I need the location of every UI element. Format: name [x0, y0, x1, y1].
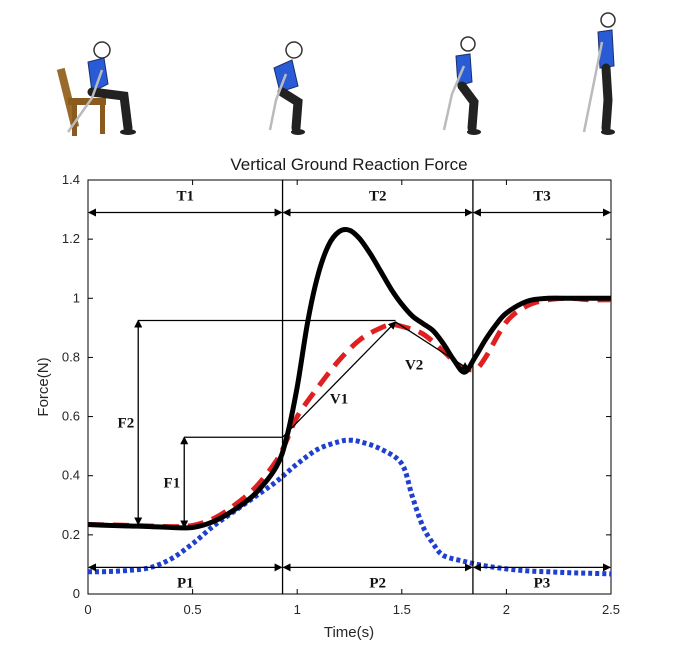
series-solid-line — [87, 227, 611, 531]
phase-top-label: T1 — [177, 189, 195, 205]
y-axis-ticks: 0 0.2 0.4 0.6 0.8 1 1.2 1.4 — [62, 172, 611, 601]
y-tick-label: 0.2 — [62, 527, 80, 542]
series-dotted-line — [87, 437, 612, 577]
y-axis-title: Force(N) — [35, 357, 52, 416]
y-tick-label: 0.6 — [62, 409, 80, 424]
annotation-v2-label: V2 — [405, 358, 423, 374]
chart-title: Vertical Ground Reaction Force — [230, 155, 467, 174]
annotation-v1-arrow — [282, 321, 397, 438]
y-tick-label: 0.4 — [62, 468, 80, 483]
x-tick-label: 1 — [294, 602, 301, 617]
annotation-v1-label: V1 — [330, 392, 348, 408]
y-tick-label: 1 — [73, 290, 80, 305]
x-tick-label: 2 — [503, 602, 510, 617]
plot-frame — [87, 179, 612, 595]
series-layer — [87, 227, 612, 577]
x-axis-title: Time(s) — [324, 624, 374, 641]
y-tick-label: 0.8 — [62, 349, 80, 364]
phase-top-label: T3 — [533, 189, 551, 205]
phase-bottom-label: P3 — [534, 575, 551, 591]
annotation-layer: F1 F2 V1 V2 — [118, 319, 470, 529]
annotation-v2-arrow — [395, 321, 470, 370]
phase-bottom-label: P1 — [177, 575, 194, 591]
x-axis-ticks: 0 0.5 1 1.5 2 2.5 — [84, 180, 620, 617]
x-tick-label: 0.5 — [184, 602, 202, 617]
x-tick-label: 1.5 — [393, 602, 411, 617]
phase-top-label: T2 — [369, 189, 387, 205]
phase-layer: T1 T2 T3 P1 P2 P3 — [88, 180, 611, 594]
annotation-f2-label: F2 — [118, 415, 135, 431]
series-dashed-line — [87, 295, 612, 530]
x-tick-label: 0 — [84, 602, 91, 617]
annotation-f1-label: F1 — [164, 475, 181, 491]
person-leaning-forward-icon — [268, 41, 305, 135]
x-tick-label: 2.5 — [602, 602, 620, 617]
person-rising-icon — [442, 36, 481, 135]
person-standing-icon — [582, 12, 616, 135]
phase-bottom-label: P2 — [369, 575, 386, 591]
person-sitting-on-chair-icon — [56, 41, 136, 136]
y-tick-label: 1.2 — [62, 231, 80, 246]
y-tick-label: 1.4 — [62, 172, 80, 187]
y-tick-label: 0 — [73, 586, 80, 601]
